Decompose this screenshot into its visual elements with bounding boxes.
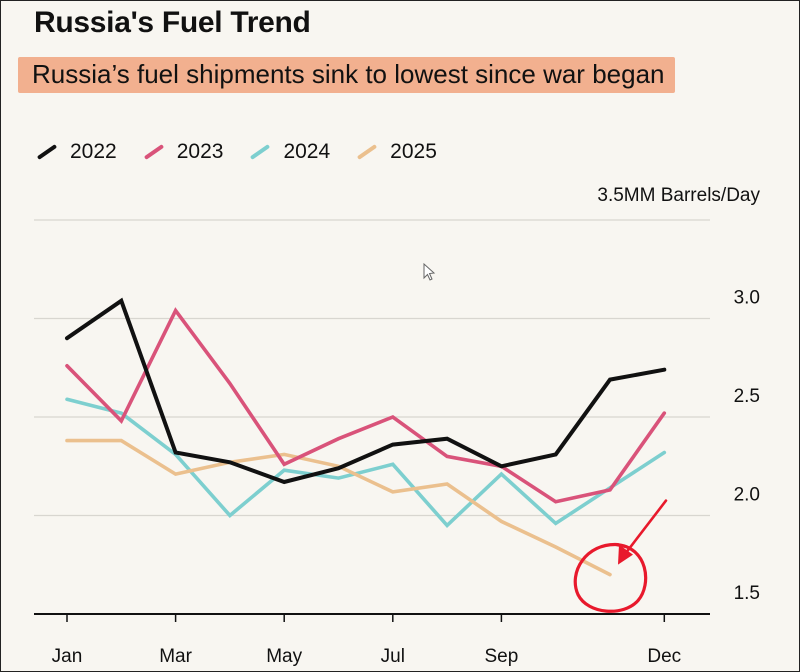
gridlines <box>34 219 710 615</box>
chart-subtitle: Russia’s fuel shipments sink to lowest s… <box>18 54 718 94</box>
y-tick-label: 3.0 <box>734 288 760 309</box>
chart-title: Russia's Fuel Trend <box>34 6 311 39</box>
y-unit-label: 3.5MM Barrels/Day <box>597 185 760 206</box>
annotation-circle <box>573 542 648 613</box>
y-tick-label: 1.5 <box>734 583 760 604</box>
legend-item-2024: 2024 <box>249 140 330 164</box>
legend-label-2023: 2023 <box>176 140 224 163</box>
x-tick-label: Jan <box>52 646 83 667</box>
y-tick-label: 2.5 <box>734 386 760 407</box>
legend-label-2024: 2024 <box>283 140 331 163</box>
legend-label-2022: 2022 <box>70 140 117 163</box>
y-tick-label: 2.0 <box>734 485 760 506</box>
legend-label-2025: 2025 <box>390 140 437 163</box>
annotation-arrowhead <box>618 544 633 565</box>
legend-item-2022: 2022 <box>36 140 117 164</box>
series-line-2023 <box>65 307 667 504</box>
series-lines <box>65 297 667 577</box>
x-tick-label: Dec <box>647 646 681 667</box>
x-tick-label: Sep <box>484 646 518 667</box>
x-tick-label: Mar <box>159 646 192 667</box>
series-line-2022 <box>65 297 667 485</box>
mouse-cursor-icon <box>423 262 436 281</box>
x-tick-labels: Jan Mar May Jul Sep Dec <box>52 614 681 667</box>
series-line-2024 <box>65 397 667 528</box>
legend-item-2025: 2025 <box>356 140 437 164</box>
x-tick-label: Jul <box>381 646 405 667</box>
legend: 2022 2023 2024 2025 <box>36 140 463 164</box>
subtitle-highlight: Russia’s fuel shipments sink to lowest s… <box>18 57 675 93</box>
y-tick-labels: 1.5 2.0 2.5 3.0 <box>734 288 760 605</box>
annotation <box>573 499 668 613</box>
annotation-arrow <box>618 499 668 562</box>
x-tick-label: May <box>266 646 302 667</box>
legend-item-2023: 2023 <box>143 140 224 164</box>
